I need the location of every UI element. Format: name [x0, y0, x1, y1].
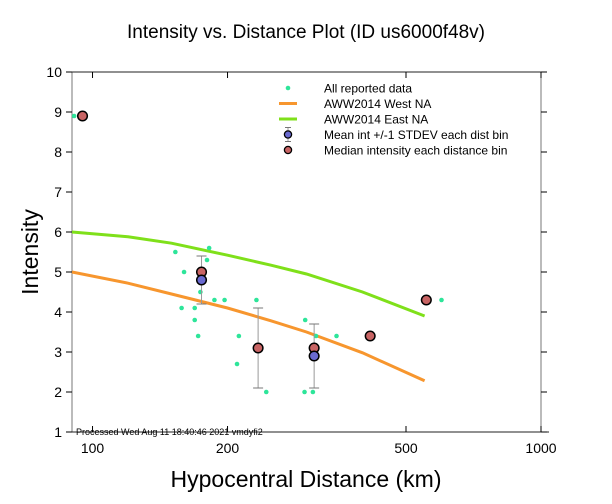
- x-tick-label: 1000: [525, 440, 556, 456]
- data-point: [192, 305, 198, 311]
- chart-title: Intensity vs. Distance Plot (ID us6000f4…: [127, 22, 485, 43]
- legend-label: All reported data: [324, 82, 412, 96]
- data-point: [234, 361, 240, 367]
- y-tick-label: 8: [54, 144, 62, 160]
- data-point: [192, 317, 198, 323]
- binned-statistics: [76, 110, 432, 389]
- data-point: [206, 245, 212, 251]
- y-tick-label: 7: [54, 184, 62, 200]
- legend-median-icon: [283, 145, 293, 155]
- x-tick-label: 500: [394, 440, 418, 456]
- y-tick-label: 4: [54, 304, 62, 320]
- y-tick-label: 2: [54, 384, 62, 400]
- data-point: [310, 389, 316, 395]
- data-point: [212, 297, 217, 303]
- data-point: [302, 389, 307, 395]
- east-na-curve: [71, 230, 426, 318]
- x-tick-label: 200: [216, 440, 240, 456]
- mean-point: [308, 350, 320, 362]
- legend-label: AWW2014 East NA: [324, 113, 428, 127]
- y-axis-label: Intensity: [17, 209, 43, 295]
- legend-dot-icon: [285, 85, 291, 91]
- axes: 1 2 3 4 5 6 7 8 9 10 100 200 500 1000: [46, 64, 556, 456]
- data-point: [179, 305, 184, 311]
- data-point: [263, 389, 269, 395]
- data-point: [254, 297, 259, 303]
- model-curves: [71, 230, 426, 383]
- data-point: [313, 333, 319, 339]
- data-point: [71, 113, 77, 119]
- data-point: [302, 317, 308, 323]
- y-tick-label: 9: [54, 104, 62, 120]
- median-point: [76, 110, 89, 122]
- median-point: [420, 294, 432, 306]
- x-axis-label: Hypocentral Distance (km): [171, 466, 442, 492]
- data-point: [181, 269, 187, 275]
- data-point: [334, 333, 339, 339]
- legend-label: Mean int +/-1 STDEV each dist bin: [324, 128, 508, 142]
- legend-label: Median intensity each distance bin: [324, 144, 507, 158]
- median-point: [364, 330, 376, 342]
- x-tick-label: 100: [81, 440, 105, 456]
- all-reported-data: [71, 113, 444, 395]
- west-na-curve: [71, 270, 426, 383]
- y-tick-label: 10: [46, 64, 62, 80]
- legend-mean-icon: [283, 130, 293, 139]
- data-point: [195, 333, 201, 339]
- processed-annotation: Processed Wed Aug 11 18:40:46 2021 vmdyf…: [76, 427, 263, 437]
- y-tick-label: 6: [54, 224, 62, 240]
- y-tick-label: 3: [54, 344, 62, 360]
- data-point: [173, 249, 178, 255]
- mean-point: [195, 274, 208, 286]
- y-tick-label: 1: [54, 424, 62, 440]
- data-point: [439, 297, 444, 303]
- data-point: [236, 333, 242, 339]
- y-tick-label: 5: [54, 264, 62, 280]
- data-point: [222, 297, 227, 303]
- legend-label: AWW2014 West NA: [324, 97, 431, 111]
- data-point: [204, 257, 210, 263]
- median-point: [252, 342, 264, 354]
